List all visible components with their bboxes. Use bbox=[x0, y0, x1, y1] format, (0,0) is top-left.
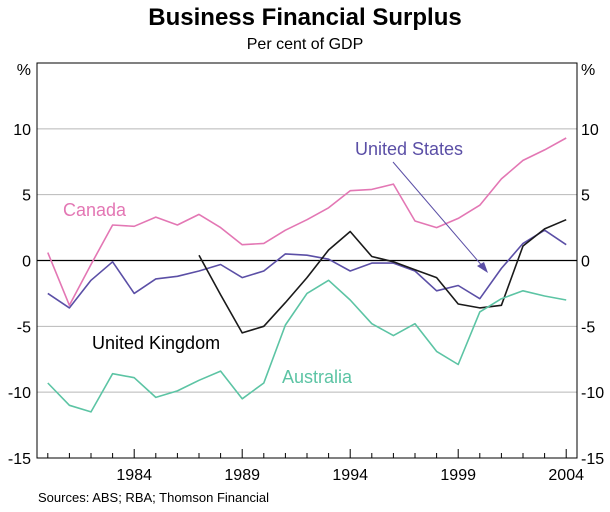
series-label-united-states: United States bbox=[355, 139, 463, 159]
series-line-australia bbox=[47, 279, 567, 413]
y-axis-unit-left: % bbox=[17, 62, 31, 79]
series-label-united-kingdom: United Kingdom bbox=[92, 333, 220, 353]
us-label-arrow bbox=[392, 161, 485, 269]
series-label-canada: Canada bbox=[63, 200, 127, 220]
y-tick-label-left: 10 bbox=[13, 122, 31, 139]
series-label-australia: Australia bbox=[282, 367, 353, 387]
y-axis-unit-right: % bbox=[581, 62, 595, 79]
y-tick-label-left: 0 bbox=[22, 254, 31, 271]
y-tick-label-left: -10 bbox=[8, 385, 31, 402]
y-tick-label-left: -15 bbox=[8, 451, 31, 468]
y-tick-label-left: 5 bbox=[22, 188, 31, 205]
x-tick-label: 1994 bbox=[332, 467, 368, 484]
y-tick-label-right: -10 bbox=[581, 385, 604, 402]
chart-title: Business Financial Surplus bbox=[148, 4, 462, 31]
series-line-united-kingdom bbox=[198, 218, 567, 334]
series-line-canada bbox=[47, 137, 567, 307]
y-tick-label-right: -5 bbox=[581, 319, 595, 336]
y-tick-label-right: 0 bbox=[581, 254, 590, 271]
us-arrow-head bbox=[477, 262, 488, 273]
y-tick-label-right: 10 bbox=[581, 122, 599, 139]
series-line-united-states bbox=[47, 229, 567, 309]
x-tick-label: 1989 bbox=[224, 467, 260, 484]
x-tick-label: 2004 bbox=[548, 467, 584, 484]
source-note: Sources: ABS; RBA; Thomson Financial bbox=[38, 490, 269, 505]
x-tick-label: 1999 bbox=[440, 467, 476, 484]
y-tick-label-left: -5 bbox=[17, 319, 31, 336]
y-tick-label-right: 5 bbox=[581, 188, 590, 205]
chart-subtitle: Per cent of GDP bbox=[246, 36, 364, 53]
x-tick-label: 1984 bbox=[116, 467, 152, 484]
y-tick-label-right: -15 bbox=[581, 451, 604, 468]
